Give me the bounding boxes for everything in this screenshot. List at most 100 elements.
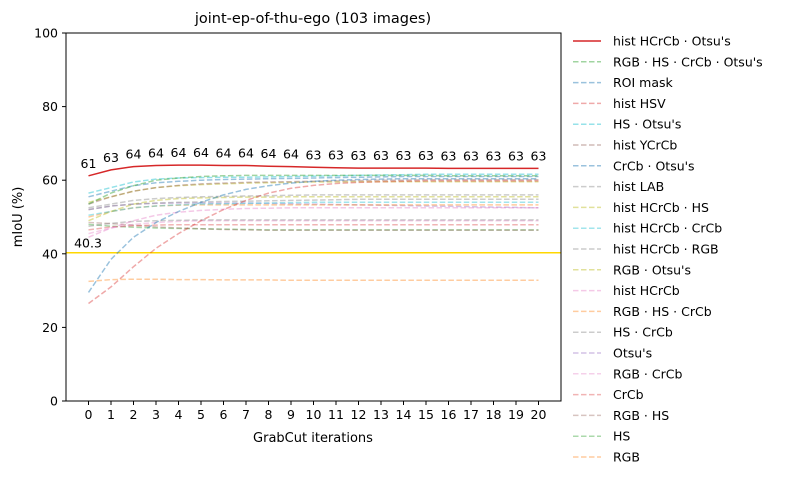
legend-label-4: HS · Otsu's [613,117,681,132]
x-tick-label-1: 1 [107,407,115,422]
series-line-12 [88,207,539,238]
data-label-2: 64 [126,147,142,162]
y-tick-label-80: 80 [42,99,58,114]
data-label-18: 63 [486,148,502,163]
data-label-4: 64 [171,145,187,160]
x-tick-label-6: 6 [220,407,228,422]
series-line-4 [88,173,539,194]
y-tick-label-20: 20 [42,320,58,335]
y-tick-label-100: 100 [34,26,58,41]
series-line-3 [88,180,539,305]
data-label-20: 63 [531,148,547,163]
data-label-13: 63 [373,148,389,163]
x-tick-label-10: 10 [306,407,322,422]
data-label-17: 63 [463,148,479,163]
x-tick-label-20: 20 [531,407,547,422]
y-tick-label-40: 40 [42,246,58,261]
series-line-19 [88,223,539,231]
series-line-5 [88,179,539,205]
legend-label-7: hist LAB [613,179,664,194]
series-lines [87,164,539,305]
data-label-0: 61 [81,156,97,171]
legend-label-8: hist HCrCb · HS [613,200,709,215]
series-line-7 [88,198,539,211]
x-tick-label-0: 0 [85,407,93,422]
chart-title: joint-ep-of-thu-ego (103 images) [194,11,431,27]
series-line-13 [88,204,539,218]
series-line-1 [88,174,539,205]
data-label-6: 64 [216,145,232,160]
data-label-3: 64 [148,145,164,160]
series-line-20 [88,278,539,283]
legend-label-5: hist YCrCb [613,138,677,153]
series-line-14 [88,219,539,227]
data-label-9: 64 [283,147,299,162]
y-tick-label-0: 0 [50,394,58,409]
series-line-15 [88,202,539,211]
x-tick-label-18: 18 [486,407,502,422]
plot-frame [65,32,562,402]
legend-label-11: RGB · Otsu's [613,262,691,277]
legend-label-6: CrCb · Otsu's [613,158,695,173]
series-line-0 [88,164,539,177]
legend-label-18: RGB · HS [613,408,669,423]
data-label-7: 64 [238,145,254,160]
x-tick-label-12: 12 [351,407,367,422]
x-tick-label-4: 4 [175,407,183,422]
legend-label-1: RGB · HS · CrCb · Otsu's [613,54,763,69]
legend-label-9: hist HCrCb · CrCb [613,221,722,236]
legend-label-12: hist HCrCb [613,283,680,298]
reference-line-label: 40.3 [74,236,102,251]
data-label-19: 63 [508,148,524,163]
legend-label-13: RGB · HS · CrCb [613,304,712,319]
data-label-1: 63 [103,150,119,165]
x-tick-label-5: 5 [197,407,205,422]
data-labels: 61 63 64 64 64 64 64 64 64 64 63 63 63 63 63 63 63 63 63 63… [81,145,547,171]
series-line-16 [88,219,539,235]
series-line-9 [88,201,539,216]
series-line-10 [88,194,539,209]
series-line-18 [88,221,539,231]
data-label-11: 63 [328,148,344,163]
x-tick-label-8: 8 [265,407,273,422]
legend-label-3: hist HSV [613,96,666,111]
data-label-12: 63 [351,148,367,163]
x-tick-label-9: 9 [287,407,295,422]
x-tick-label-13: 13 [373,407,389,422]
x-tick-label-15: 15 [418,407,434,422]
data-label-8: 64 [261,146,277,161]
data-label-10: 63 [306,147,322,162]
x-tick-label-7: 7 [242,407,250,422]
legend-label-20: RGB [613,450,640,465]
data-label-16: 63 [441,148,457,163]
series-line-6 [88,175,539,198]
reference-line-group: 40.3 [66,236,561,254]
data-label-14: 63 [396,148,412,163]
x-tick-label-11: 11 [328,407,344,422]
series-line-2 [87,177,539,293]
data-label-15: 63 [418,148,434,163]
x-tick-label-3: 3 [152,407,160,422]
x-axis-label: GrabCut iterations [253,431,373,446]
series-line-17 [88,223,539,231]
data-label-5: 64 [193,145,209,160]
legend-label-2: ROI mask [613,75,674,90]
series-line-8 [88,180,539,204]
y-axis-label: mIoU (%) [11,187,26,248]
legend-label-0: hist HCrCb · Otsu's [613,34,731,49]
y-tick-label-60: 60 [42,173,58,188]
x-tick-label-14: 14 [396,407,412,422]
legend: hist HCrCb · Otsu's RGB · HS · CrCb · Ots… [573,34,763,465]
legend-label-14: HS · CrCb [613,325,673,340]
legend-label-16: RGB · CrCb [613,366,682,381]
x-tick-label-16: 16 [441,407,457,422]
legend-label-17: CrCb [613,387,644,402]
legend-label-10: hist HCrCb · RGB [613,242,719,257]
x-tick-label-17: 17 [463,407,479,422]
legend-label-19: HS [613,429,630,444]
x-tick-label-2: 2 [130,407,138,422]
series-line-11 [88,196,539,222]
x-tick-label-19: 19 [508,407,524,422]
